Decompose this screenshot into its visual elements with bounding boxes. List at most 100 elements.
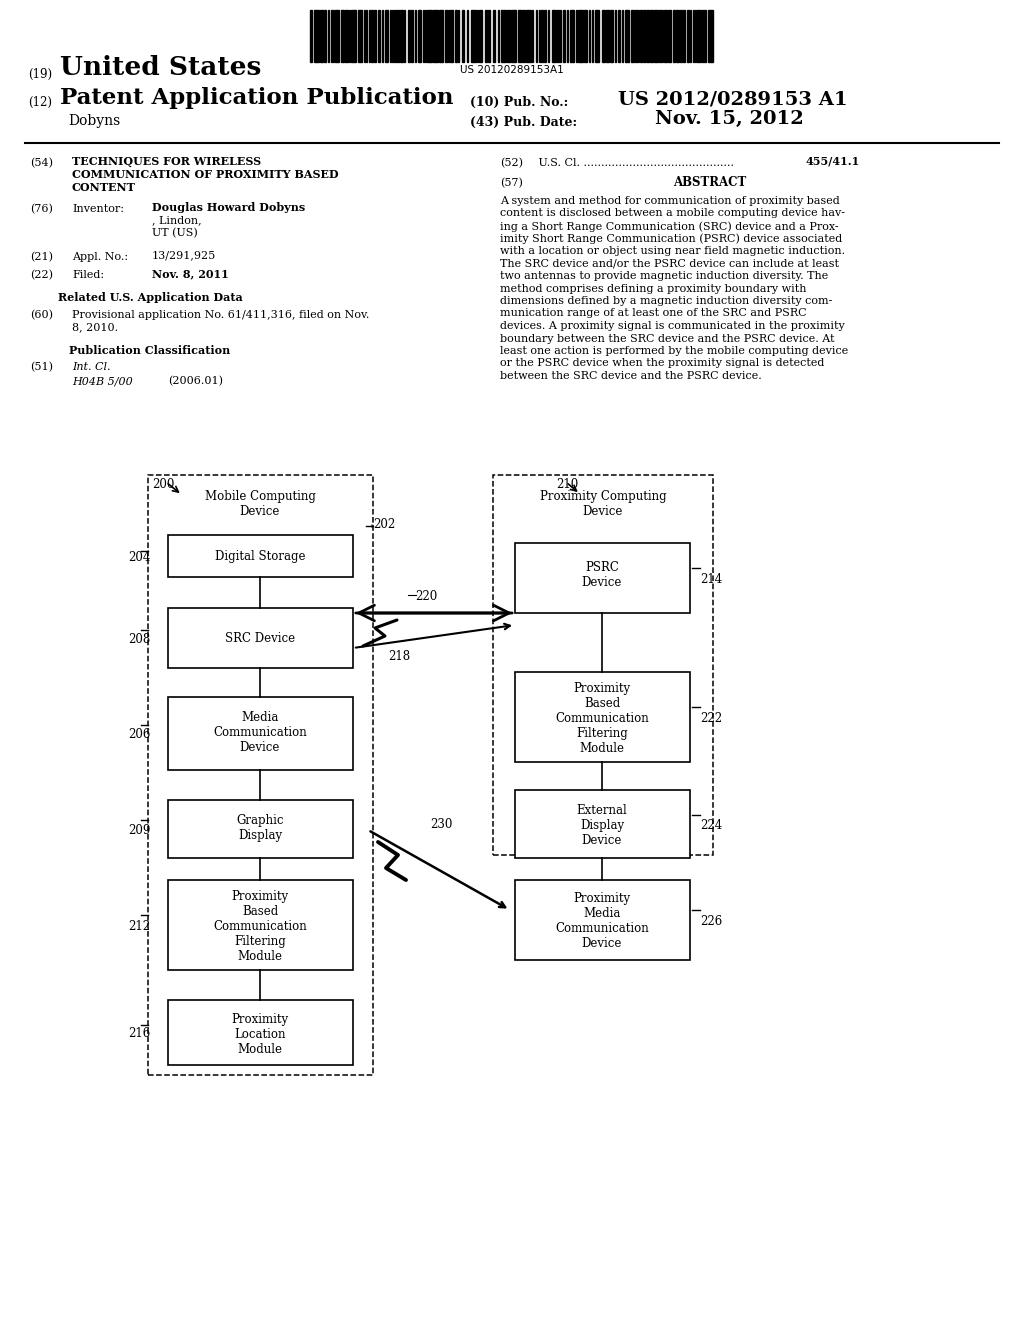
Bar	[319, 11, 323, 62]
Text: ing a Short Range Communication (SRC) device and a Prox-: ing a Short Range Communication (SRC) de…	[500, 220, 839, 231]
Bar	[563, 11, 565, 62]
Text: Inventor:: Inventor:	[72, 205, 124, 214]
Bar	[397, 11, 399, 62]
Bar	[646, 11, 649, 62]
Bar	[168, 800, 353, 858]
Text: munication range of at least one of the SRC and PSRC: munication range of at least one of the …	[500, 309, 807, 318]
Bar	[701, 11, 703, 62]
Bar	[471, 11, 476, 62]
Bar	[668, 11, 671, 62]
Text: Proximity
Media
Communication
Device: Proximity Media Communication Device	[555, 892, 649, 950]
Text: 216: 216	[128, 1027, 151, 1040]
Text: A system and method for communication of proximity based: A system and method for communication of…	[500, 195, 840, 206]
Text: , Lindon,: , Lindon,	[152, 215, 202, 224]
Bar	[687, 11, 689, 62]
Text: U.S. Cl. ...........................................: U.S. Cl. ...............................…	[535, 158, 734, 168]
Bar	[515, 880, 690, 960]
Text: (21): (21)	[30, 252, 53, 263]
Text: 210: 210	[556, 478, 579, 491]
Text: (10) Pub. No.:: (10) Pub. No.:	[470, 96, 568, 110]
Text: Proximity
Location
Module: Proximity Location Module	[231, 1012, 289, 1056]
Bar	[418, 11, 421, 62]
Bar	[455, 11, 457, 62]
Text: Provisional application No. 61/411,316, filed on Nov.: Provisional application No. 61/411,316, …	[72, 310, 370, 319]
Text: Digital Storage: Digital Storage	[215, 550, 305, 564]
Bar	[610, 11, 613, 62]
Bar	[526, 11, 531, 62]
Text: United States: United States	[60, 55, 261, 81]
Bar	[493, 11, 495, 62]
Bar	[541, 11, 543, 62]
Bar	[557, 11, 559, 62]
Text: TECHNIQUES FOR WIRELESS: TECHNIQUES FOR WIRELESS	[72, 156, 261, 168]
Bar	[595, 11, 599, 62]
Text: Proximity Computing
Device: Proximity Computing Device	[540, 490, 667, 517]
Text: 202: 202	[373, 517, 395, 531]
Text: (52): (52)	[500, 158, 523, 169]
Bar	[485, 11, 487, 62]
Text: 220: 220	[415, 590, 437, 603]
Text: (57): (57)	[500, 178, 523, 189]
Text: 206: 206	[128, 729, 151, 741]
Bar	[168, 697, 353, 770]
Bar	[341, 11, 344, 62]
Text: Douglas Howard Dobyns: Douglas Howard Dobyns	[152, 202, 305, 213]
Bar	[511, 11, 516, 62]
Bar	[515, 672, 690, 762]
Bar	[168, 535, 353, 577]
Text: Nov. 8, 2011: Nov. 8, 2011	[152, 268, 228, 279]
Bar	[618, 11, 620, 62]
Bar	[552, 11, 556, 62]
Bar	[578, 11, 583, 62]
Bar	[450, 11, 453, 62]
Bar	[168, 609, 353, 668]
Text: UT (US): UT (US)	[152, 228, 198, 239]
Text: (2006.01): (2006.01)	[168, 376, 223, 387]
Bar	[523, 11, 525, 62]
Bar	[673, 11, 675, 62]
Bar	[168, 880, 353, 970]
Text: 212: 212	[128, 920, 151, 933]
Bar	[676, 11, 679, 62]
Bar	[625, 11, 629, 62]
Text: US 20120289153A1: US 20120289153A1	[460, 65, 564, 75]
Bar	[635, 11, 637, 62]
Text: boundary between the SRC device and the PSRC device. At: boundary between the SRC device and the …	[500, 334, 835, 343]
Bar	[148, 475, 373, 1074]
Bar	[515, 543, 690, 612]
Text: 200: 200	[152, 478, 174, 491]
Text: 222: 222	[700, 711, 722, 725]
Bar	[314, 11, 319, 62]
Bar	[683, 11, 685, 62]
Bar	[400, 11, 403, 62]
Text: External
Display
Device: External Display Device	[577, 804, 628, 847]
Bar	[345, 11, 348, 62]
Text: (51): (51)	[30, 362, 53, 372]
Text: Proximity
Based
Communication
Filtering
Module: Proximity Based Communication Filtering …	[213, 890, 307, 964]
Bar	[640, 11, 642, 62]
Bar	[433, 11, 438, 62]
Bar	[408, 11, 410, 62]
Text: Dobyns: Dobyns	[68, 114, 120, 128]
Bar	[394, 11, 396, 62]
Bar	[493, 475, 713, 855]
Text: 230: 230	[430, 818, 453, 832]
Text: (12): (12)	[28, 96, 52, 110]
Bar	[310, 11, 312, 62]
Text: SRC Device: SRC Device	[225, 632, 295, 645]
Bar	[643, 11, 645, 62]
Text: Patent Application Publication: Patent Application Publication	[60, 87, 454, 110]
Bar	[584, 11, 587, 62]
Text: two antennas to provide magnetic induction diversity. The: two antennas to provide magnetic inducti…	[500, 271, 828, 281]
Bar	[411, 11, 413, 62]
Bar	[324, 11, 326, 62]
Text: (22): (22)	[30, 271, 53, 280]
Text: between the SRC device and the PSRC device.: between the SRC device and the PSRC devi…	[500, 371, 762, 381]
Text: CONTENT: CONTENT	[72, 182, 136, 193]
Bar	[650, 11, 653, 62]
Bar	[544, 11, 546, 62]
Text: 204: 204	[128, 550, 151, 564]
Text: with a location or object using near field magnetic induction.: with a location or object using near fie…	[500, 246, 845, 256]
Text: 208: 208	[128, 634, 151, 645]
Text: Graphic
Display: Graphic Display	[237, 814, 284, 842]
